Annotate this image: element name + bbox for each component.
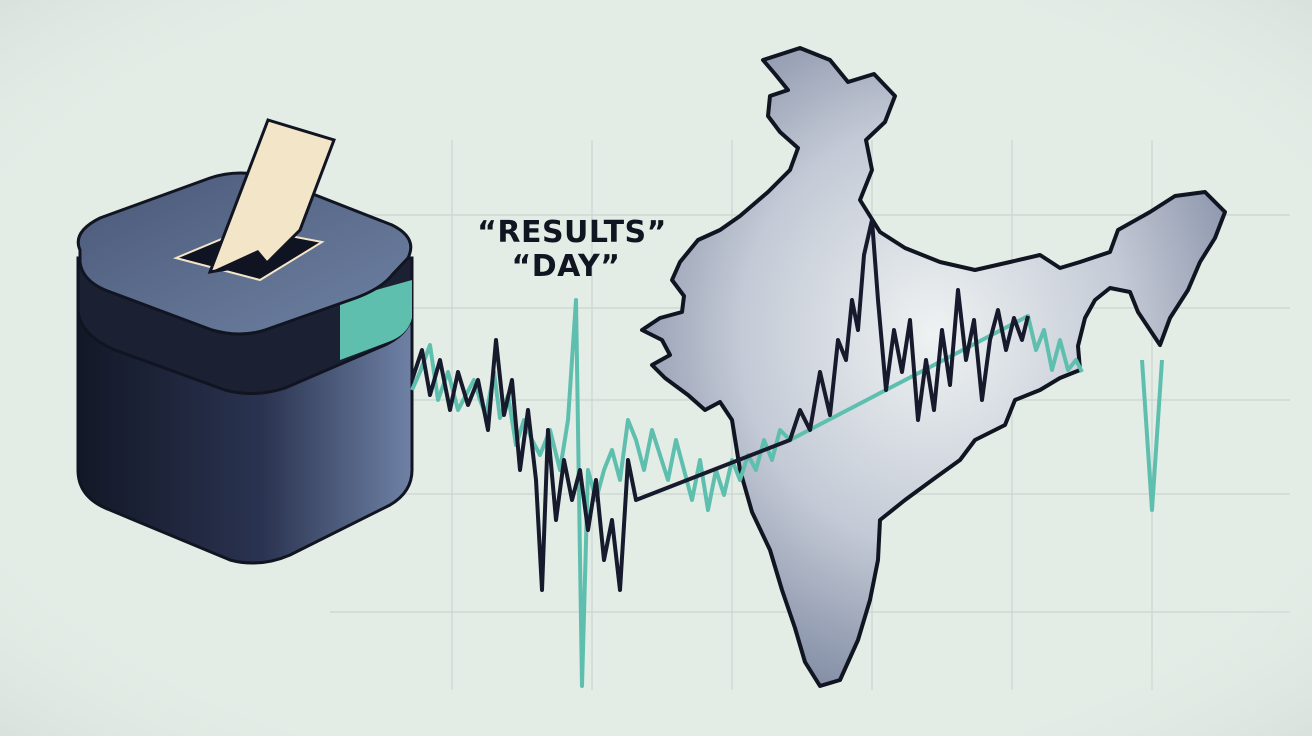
vignette	[0, 0, 1312, 736]
results-day-illustration: “RESULTS” “DAY”	[0, 0, 1312, 736]
